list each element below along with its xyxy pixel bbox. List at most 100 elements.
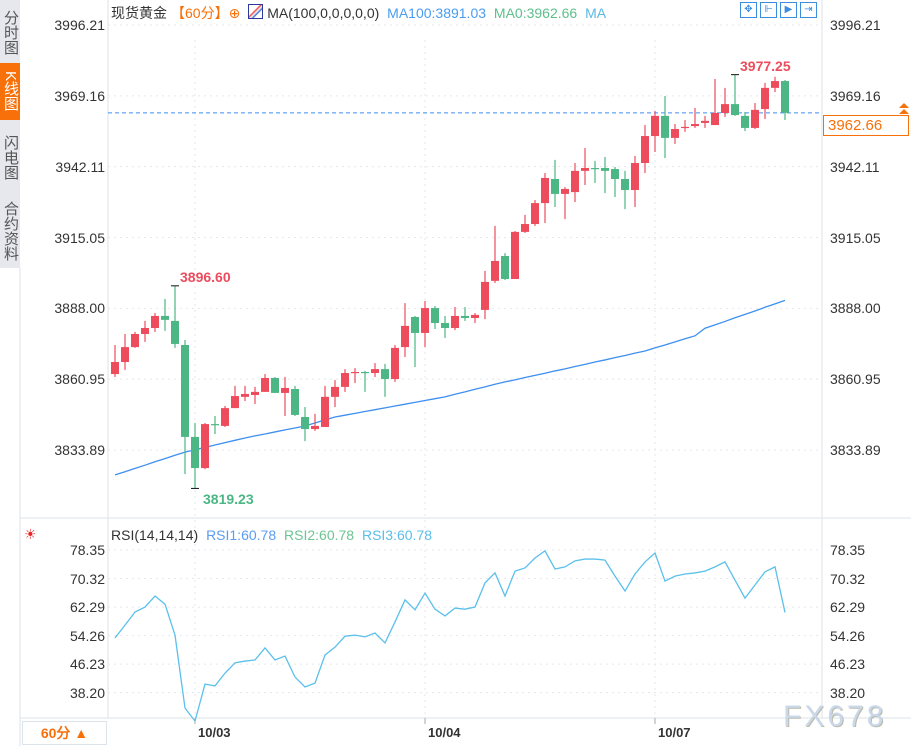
y-tick-label: 3942.11: [55, 158, 105, 175]
candle-body: [391, 347, 399, 380]
instrument-name: 现货黄金: [111, 5, 167, 21]
candle-body: [521, 224, 529, 232]
y-tick-label: 3969.16: [54, 87, 105, 104]
y-tick-label: 3833.89: [830, 442, 881, 459]
candle-body: [751, 109, 759, 128]
x-tick-label: 10/07: [658, 725, 691, 740]
candle-body: [281, 387, 289, 393]
y-tick-label: 70.32: [830, 570, 866, 587]
candle-body: [571, 170, 579, 193]
candle-body: [301, 417, 309, 430]
last-price-label: 3962.66: [823, 115, 909, 136]
candle-body: [231, 396, 239, 409]
indicator-icon[interactable]: [248, 4, 264, 19]
chart-type-sidebar: 分时图 K线图 闪电图 合约资料: [0, 0, 20, 268]
rsi-line: [114, 549, 786, 723]
candle-body: [511, 231, 519, 280]
candle-body: [121, 347, 129, 363]
candle-body: [541, 177, 549, 204]
candle-body: [181, 345, 189, 437]
play-icon[interactable]: ▶: [780, 2, 797, 18]
candle-body: [351, 371, 359, 374]
y-tick-label: 78.35: [830, 542, 866, 558]
rsi3-value: RSI3:60.78: [361, 527, 433, 543]
candle-body: [151, 315, 159, 328]
candle-body: [661, 115, 669, 138]
candle-body: [161, 315, 169, 320]
period-label[interactable]: 【60分】: [171, 5, 229, 21]
candle-body: [421, 308, 429, 333]
candle-body: [251, 391, 259, 396]
y-tick-label: 3915.05: [54, 229, 105, 246]
candle-body: [171, 320, 179, 344]
high-mark-label: 3896.60: [180, 269, 231, 285]
y-tick-label: 78.35: [69, 542, 105, 558]
candle-body: [561, 188, 569, 194]
candle-body: [441, 323, 449, 328]
candle-body: [141, 327, 149, 335]
sun-icon[interactable]: ☀: [24, 526, 37, 542]
rsi-header: RSI(14,14,14) RSI1:60.78 RSI2:60.78 RSI3…: [111, 527, 436, 543]
candle-body: [221, 408, 229, 426]
y-tick-label: 3996.21: [54, 17, 105, 33]
y-tick-label: 3969.16: [830, 87, 881, 104]
tab-kline[interactable]: K线图: [0, 63, 20, 120]
y-tick-label: 46.23: [830, 656, 866, 673]
candle-body: [651, 115, 659, 137]
jump-to-latest-icon[interactable]: ⇥: [800, 2, 817, 18]
y-tick-label: 62.29: [830, 599, 866, 616]
candle-body: [721, 104, 729, 114]
period-selector[interactable]: 60分 ▲: [22, 721, 107, 745]
candle-body: [781, 81, 789, 113]
y-tick-label: 46.23: [69, 656, 105, 673]
candle-body: [271, 377, 279, 393]
candle-body: [581, 167, 589, 171]
rsi1-value: RSI1:60.78: [206, 527, 277, 543]
candle-body: [531, 203, 539, 225]
y-tick-label: 62.29: [69, 599, 105, 616]
y-tick-label: 38.20: [69, 684, 105, 701]
y-tick-label: 3996.21: [830, 17, 881, 33]
candle-body: [691, 124, 699, 127]
crosshair-icon[interactable]: ✥: [740, 2, 757, 18]
candle-body: [371, 369, 379, 374]
ma100-value: MA100:3891.03: [387, 5, 487, 21]
candle-body: [701, 120, 709, 123]
candle-body: [241, 393, 249, 397]
candle-body: [631, 163, 639, 190]
candle-body: [431, 308, 439, 324]
candle-body: [311, 425, 319, 430]
candle-body: [611, 169, 619, 179]
chart-header: 现货黄金 【60分】⊕ MA(100,0,0,0,0,0) MA100:3891.…: [111, 3, 610, 23]
y-tick-label: 3833.89: [54, 442, 105, 459]
candle-body: [211, 424, 219, 426]
y-tick-label: 54.26: [69, 627, 105, 644]
candle-body: [741, 115, 749, 128]
crosshair-circle-icon[interactable]: ⊕: [228, 5, 241, 21]
candle-body: [201, 424, 209, 469]
candle-body: [491, 260, 499, 281]
tab-timeshare[interactable]: 分时图: [2, 9, 19, 55]
candle-body: [191, 436, 199, 469]
y-tick-label: 3888.00: [54, 300, 105, 317]
ma-params[interactable]: MA(100,0,0,0,0,0): [267, 5, 380, 21]
ma-label: MA: [585, 5, 607, 21]
candle-body: [771, 81, 779, 88]
tab-flash[interactable]: 闪电图: [2, 134, 19, 180]
candle-body: [731, 104, 739, 116]
candle-body: [501, 255, 509, 280]
x-tick-label: 10/04: [428, 725, 461, 740]
rsi2-value: RSI2:60.78: [284, 527, 355, 543]
candle-body: [321, 396, 329, 427]
candle-body: [641, 136, 649, 164]
y-tick-label: 3860.95: [830, 371, 881, 388]
y-tick-label: 70.32: [69, 570, 105, 587]
candle-body: [341, 373, 349, 387]
fit-range-icon[interactable]: ⊩: [760, 2, 777, 18]
rsi-params[interactable]: RSI(14,14,14): [111, 527, 199, 543]
y-tick-label: 3915.05: [830, 229, 881, 246]
chart-toolbar: ✥ ⊩ ▶ ⇥: [740, 2, 817, 18]
tab-contract-info[interactable]: 合约资料: [2, 201, 19, 261]
candle-body: [411, 316, 419, 333]
